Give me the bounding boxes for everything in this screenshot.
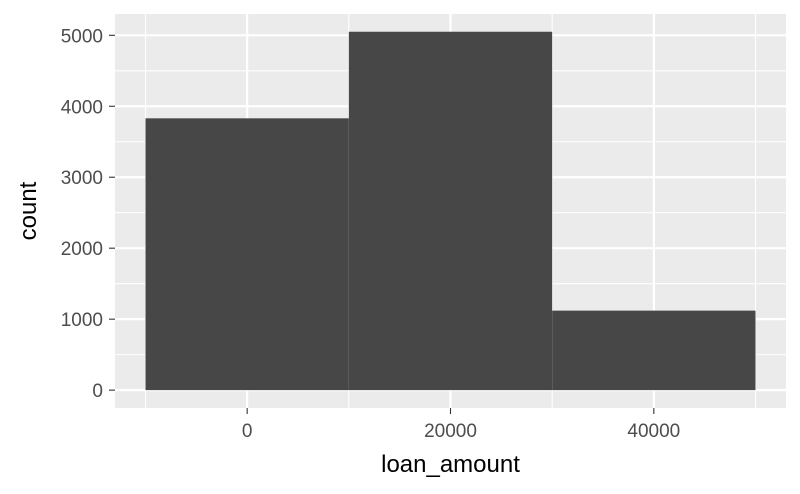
y-tick-label: 1000 [61,310,103,331]
y-tick-label: 2000 [61,239,103,260]
x-axis-title: loan_amount [381,451,520,478]
histogram-bar-3 [552,310,756,391]
x-tick-label: 40000 [627,421,680,442]
bars [145,31,756,391]
histogram-bar-2 [348,31,553,391]
x-axis: 0 20000 40000 [242,408,680,442]
y-tick-label: 0 [92,381,103,402]
y-tick-label: 5000 [61,26,103,47]
histogram-bar-1 [145,118,349,391]
y-tick-label: 4000 [61,97,103,118]
y-tick-label: 3000 [61,168,103,189]
x-tick-label: 0 [242,421,253,442]
x-tick-label: 20000 [424,421,477,442]
y-axis-title: count [15,181,42,240]
y-axis: 0 1000 2000 3000 4000 5000 [61,26,115,402]
